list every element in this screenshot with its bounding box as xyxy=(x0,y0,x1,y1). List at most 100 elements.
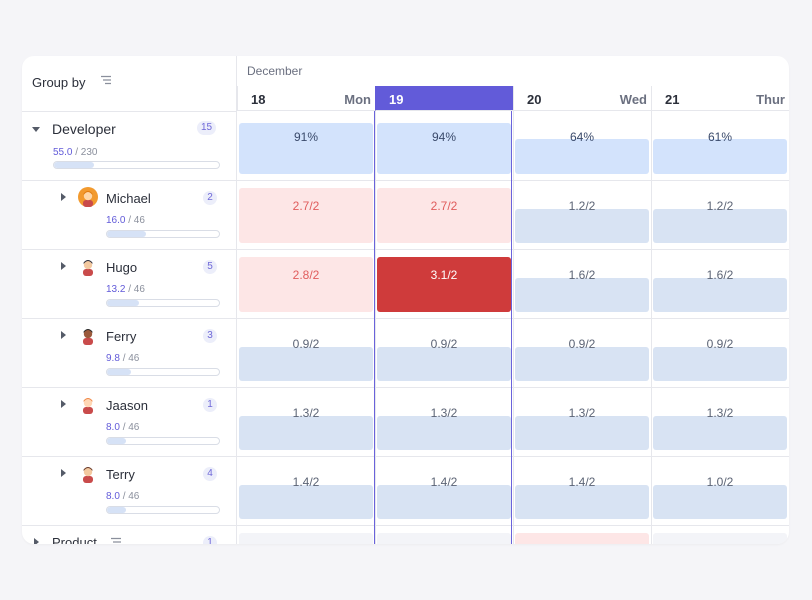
day-header-19[interactable]: 19 xyxy=(375,86,513,111)
resource-hours-total: / 46 xyxy=(122,491,140,502)
resource-row-hugo: Hugo 5 13.2 / 46 xyxy=(22,250,789,319)
selected-day-outline xyxy=(374,111,375,544)
resource-hours-value: 8.0 xyxy=(106,422,120,433)
column-divider xyxy=(375,86,376,544)
group-row-product: Product 1 xyxy=(22,526,789,544)
resource-name: Jaason xyxy=(106,398,148,413)
allocation-value: 1.2/2 xyxy=(706,199,734,213)
allocation-value: 0.9/2 xyxy=(292,337,320,351)
allocation-cell[interactable]: 0.9/2 xyxy=(377,337,511,381)
allocation-cell[interactable]: 1.6/2 xyxy=(653,268,787,312)
allocation-cell[interactable]: 2.7/2 xyxy=(239,188,373,243)
group-name: Developer xyxy=(52,121,116,137)
allocation-value: 1.3/2 xyxy=(292,406,320,420)
group-hours-value: 55.0 xyxy=(53,147,73,158)
allocation-cell[interactable] xyxy=(377,533,511,544)
allocation-cell[interactable]: 1.2/2 xyxy=(515,199,649,243)
allocation-cell[interactable]: 0.9/2 xyxy=(515,337,649,381)
allocation-cell[interactable]: 1.4/2 xyxy=(515,475,649,519)
group-hours: 55.0 / 230 xyxy=(53,147,98,158)
allocation-cell[interactable]: 2.7/2 xyxy=(377,188,511,243)
avatar-hugo-icon xyxy=(78,256,98,276)
day-number: 18 xyxy=(251,92,266,107)
day-of-week: Thur xyxy=(756,92,785,107)
resource-column-header: Group by xyxy=(22,56,237,112)
allocation-value: 1.3/2 xyxy=(430,406,458,420)
group-by-label: Group by xyxy=(32,75,86,90)
allocation-cell[interactable]: 1.2/2 xyxy=(653,199,787,243)
resource-info: Hugo 5 13.2 / 46 xyxy=(22,250,237,318)
allocation-value: 1.6/2 xyxy=(706,268,734,282)
resource-hours: 16.0 / 46 xyxy=(106,215,145,226)
allocation-cell[interactable]: 1.3/2 xyxy=(653,406,787,450)
group-progress-bar xyxy=(53,161,220,169)
allocation-cell[interactable] xyxy=(239,533,373,544)
allocation-cell[interactable]: 1.0/2 xyxy=(653,475,787,519)
group-by-icon[interactable] xyxy=(100,74,112,86)
expand-icon[interactable] xyxy=(61,469,66,477)
allocation-cell[interactable]: 2.8/2 xyxy=(239,257,373,312)
resource-scheduler: Group by December 18 Mon 19 20 Wed 21 Thur Dev… xyxy=(22,56,789,544)
allocation-cell[interactable]: 1.4/2 xyxy=(377,475,511,519)
resource-row-michael: Michael 2 16.0 / 46 xyxy=(22,181,789,250)
group-hours-total: / 230 xyxy=(75,147,98,158)
group-count-badge: 15 xyxy=(197,121,217,135)
allocation-cell[interactable]: 1.4/2 xyxy=(239,475,373,519)
allocation-value: 0.9/2 xyxy=(568,337,596,351)
resource-name: Michael xyxy=(106,191,151,206)
expand-icon[interactable] xyxy=(61,400,66,408)
resource-row-jaason: Jaason 1 8.0 / 46 xyxy=(22,388,789,457)
allocation-cell[interactable]: 0.9/2 xyxy=(239,337,373,381)
resource-hours-total: / 46 xyxy=(122,353,140,364)
group-row-developer: Developer 15 55.0 / 230 xyxy=(22,112,789,181)
expand-icon[interactable] xyxy=(61,193,66,201)
day-header-18[interactable]: 18 Mon xyxy=(237,86,375,111)
task-count-badge: 5 xyxy=(203,260,217,274)
allocation-value: 2.7/2 xyxy=(292,199,320,213)
collapse-icon[interactable] xyxy=(32,127,40,132)
day-header-21[interactable]: 21 Thur xyxy=(651,86,789,111)
allocation-value: 2.8/2 xyxy=(292,268,320,282)
allocation-cell[interactable]: 1.3/2 xyxy=(515,406,649,450)
expand-icon[interactable] xyxy=(61,331,66,339)
allocation-cell[interactable]: 64% xyxy=(515,130,649,174)
resource-info: Jaason 1 8.0 / 46 xyxy=(22,388,237,456)
resource-name: Terry xyxy=(106,467,135,482)
resource-name: Ferry xyxy=(106,329,137,344)
allocation-cell[interactable]: 91% xyxy=(239,123,373,174)
allocation-cell[interactable] xyxy=(515,533,649,544)
allocation-cell[interactable]: 0.9/2 xyxy=(653,337,787,381)
task-count-badge: 3 xyxy=(203,329,217,343)
expand-icon[interactable] xyxy=(61,262,66,270)
allocation-cell[interactable] xyxy=(653,533,787,544)
allocation-cell[interactable]: 3.1/2 xyxy=(377,257,511,312)
resource-row-ferry: Ferry 3 9.8 / 46 xyxy=(22,319,789,388)
group-by-icon[interactable] xyxy=(110,536,122,544)
allocation-value: 64% xyxy=(569,130,595,144)
day-of-week: Mon xyxy=(344,92,371,107)
allocation-value: 1.4/2 xyxy=(430,475,458,489)
allocation-cell[interactable]: 94% xyxy=(377,123,511,174)
column-divider xyxy=(513,86,514,544)
group-resource: Developer 15 55.0 / 230 xyxy=(22,112,237,180)
allocation-cell[interactable]: 1.6/2 xyxy=(515,268,649,312)
resource-hours-value: 8.0 xyxy=(106,491,120,502)
resource-hours: 8.0 / 46 xyxy=(106,491,139,502)
resource-hours-value: 13.2 xyxy=(106,284,126,295)
allocation-cell[interactable]: 1.3/2 xyxy=(377,406,511,450)
day-number: 19 xyxy=(389,92,404,107)
month-header: December xyxy=(237,56,789,86)
allocation-cell[interactable]: 61% xyxy=(653,130,787,174)
resource-hours: 13.2 / 46 xyxy=(106,284,145,295)
day-header-20[interactable]: 20 Wed xyxy=(513,86,651,111)
allocation-value: 0.9/2 xyxy=(430,337,458,351)
avatar-jaason-icon xyxy=(78,394,98,414)
resource-hours-total: / 46 xyxy=(122,422,140,433)
group-count-badge: 1 xyxy=(203,536,217,544)
month-label: December xyxy=(247,64,303,78)
resource-hours-total: / 46 xyxy=(128,215,145,226)
resource-info: Michael 2 16.0 / 46 xyxy=(22,181,237,249)
allocation-cell[interactable]: 1.3/2 xyxy=(239,406,373,450)
expand-icon[interactable] xyxy=(34,538,39,544)
resource-hours: 9.8 / 46 xyxy=(106,353,139,364)
